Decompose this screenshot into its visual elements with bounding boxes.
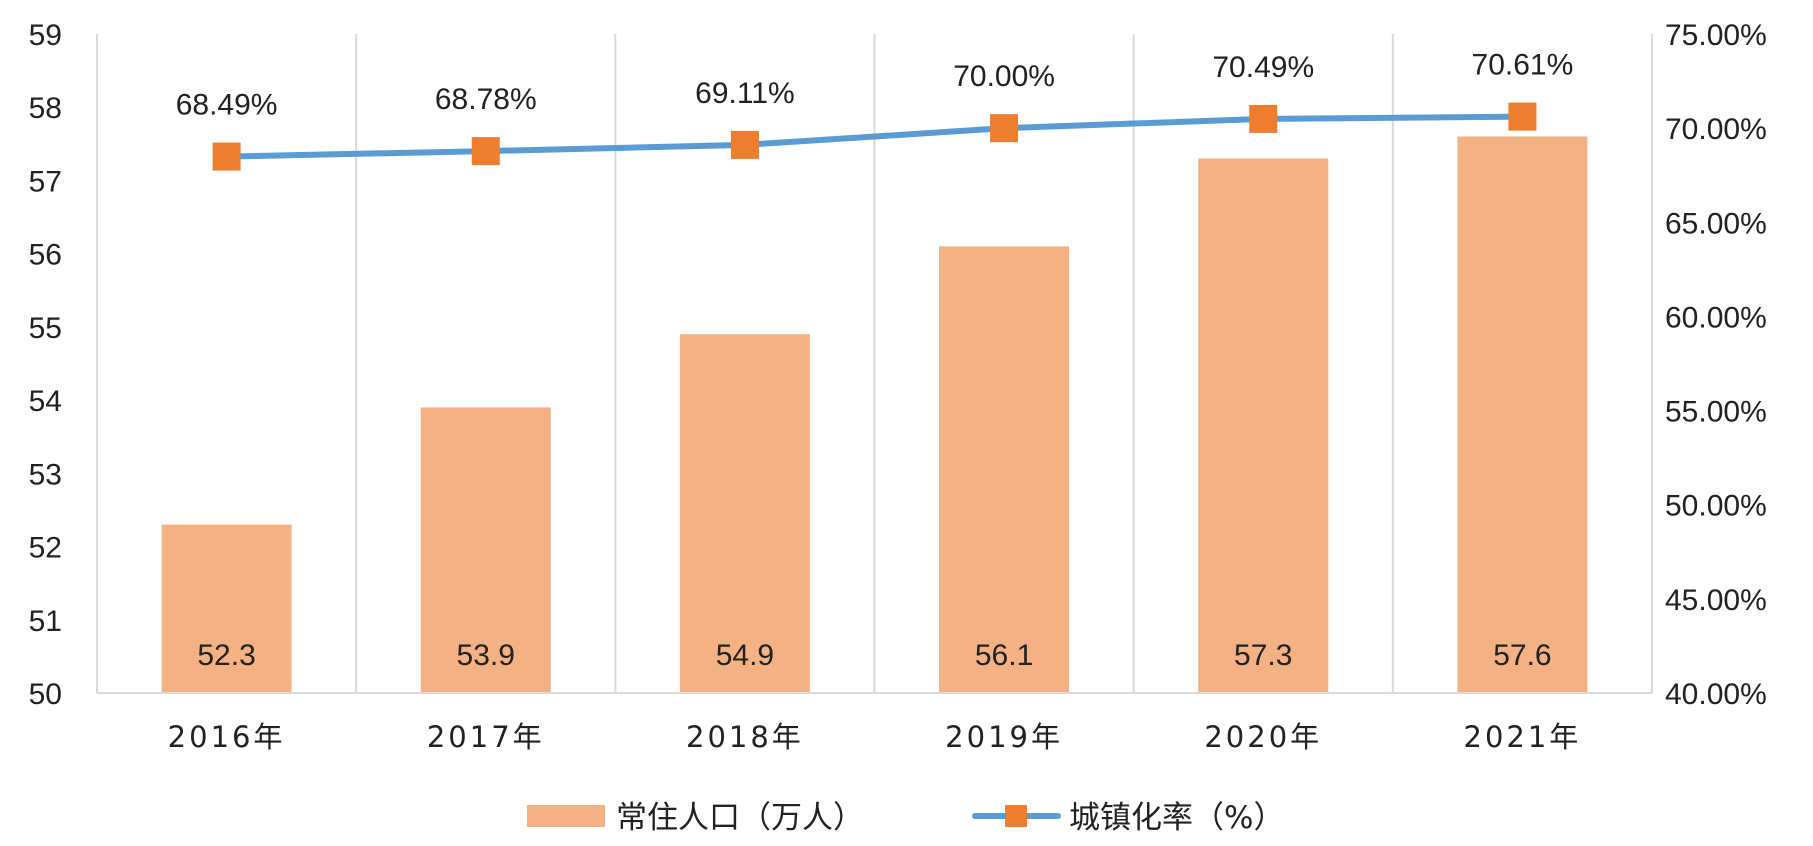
y-left-tick-label: 52 (29, 532, 62, 565)
y-right-tick-label: 70.00% (1665, 113, 1767, 146)
bar-value-labels: 52.3 53.9 54.9 56.1 57.3 57.6 (197, 639, 1551, 672)
y-right-tick-label: 75.00% (1665, 19, 1767, 52)
line-marker (990, 114, 1019, 143)
x-tick-label: 2020年 (1204, 720, 1322, 754)
line-value-labels: 68.49% 68.78% 69.11% 70.00% 70.49% 70.61% (176, 49, 1574, 122)
line-marker (1508, 102, 1537, 131)
line-value-label: 70.00% (953, 60, 1055, 93)
y-right-tick-label: 45.00% (1665, 584, 1767, 617)
y-right-tick-label: 50.00% (1665, 490, 1767, 523)
y-right-tick-label: 55.00% (1665, 396, 1767, 429)
axes (96, 34, 1653, 694)
bar-series (161, 136, 1588, 693)
x-axis-ticks: 2016年 2017年 2018年 2019年 2020年 2021年 (168, 720, 1582, 754)
x-tick-label: 2017年 (427, 720, 545, 754)
line-value-label: 68.49% (176, 89, 278, 122)
y-left-tick-label: 55 (29, 312, 62, 345)
bar (161, 524, 292, 693)
y-right-tick-label: 60.00% (1665, 301, 1767, 334)
line-series (212, 102, 1537, 171)
series-line (226, 113, 1523, 160)
line-value-label: 68.78% (435, 83, 537, 116)
y-left-tick-label: 50 (29, 678, 62, 711)
bar-value-label: 54.9 (716, 639, 774, 672)
bar (939, 246, 1070, 693)
legend-bar-swatch (527, 805, 605, 827)
legend: 常住人口（万人） 城镇化率（%） (527, 800, 1284, 836)
y-left-tick-label: 53 (29, 458, 62, 491)
y-right-tick-label: 40.00% (1665, 678, 1767, 711)
y-left-tick-label: 56 (29, 239, 62, 272)
y-left-tick-label: 51 (29, 605, 62, 638)
line-marker (730, 130, 759, 159)
left-axis-ticks: 50 51 52 53 54 55 56 57 58 59 (29, 19, 62, 711)
y-left-tick-label: 58 (29, 92, 62, 125)
line-marker (471, 137, 500, 166)
x-tick-label: 2021年 (1464, 720, 1582, 754)
bar (420, 407, 551, 693)
y-left-tick-label: 54 (29, 385, 62, 418)
bar (1457, 136, 1588, 693)
line-value-label: 70.49% (1212, 51, 1314, 84)
bar-value-label: 57.3 (1234, 639, 1292, 672)
line-marker (212, 142, 241, 171)
bar-value-label: 57.6 (1493, 639, 1551, 672)
x-tick-label: 2016年 (168, 720, 286, 754)
line-marker (1249, 104, 1278, 133)
bar (1198, 158, 1329, 693)
right-axis-ticks: 40.00% 45.00% 50.00% 55.00% 60.00% 65.00% 70.0… (1665, 19, 1767, 711)
legend-marker-swatch (1005, 805, 1027, 827)
x-tick-label: 2019年 (945, 720, 1063, 754)
legend-line-label: 城镇化率（%） (1069, 800, 1284, 836)
grid-lines (355, 34, 1394, 693)
y-right-tick-label: 65.00% (1665, 207, 1767, 240)
line-value-label: 70.61% (1472, 49, 1574, 82)
bar-value-label: 56.1 (975, 639, 1033, 672)
y-left-tick-label: 59 (29, 19, 62, 52)
line-value-label: 69.11% (695, 77, 795, 110)
bar-value-label: 53.9 (457, 639, 515, 672)
x-tick-label: 2018年 (686, 720, 804, 754)
bar-value-label: 52.3 (197, 639, 255, 672)
bar (679, 334, 810, 693)
legend-bar-label: 常住人口（万人） (616, 800, 864, 836)
y-left-tick-label: 57 (29, 165, 62, 198)
